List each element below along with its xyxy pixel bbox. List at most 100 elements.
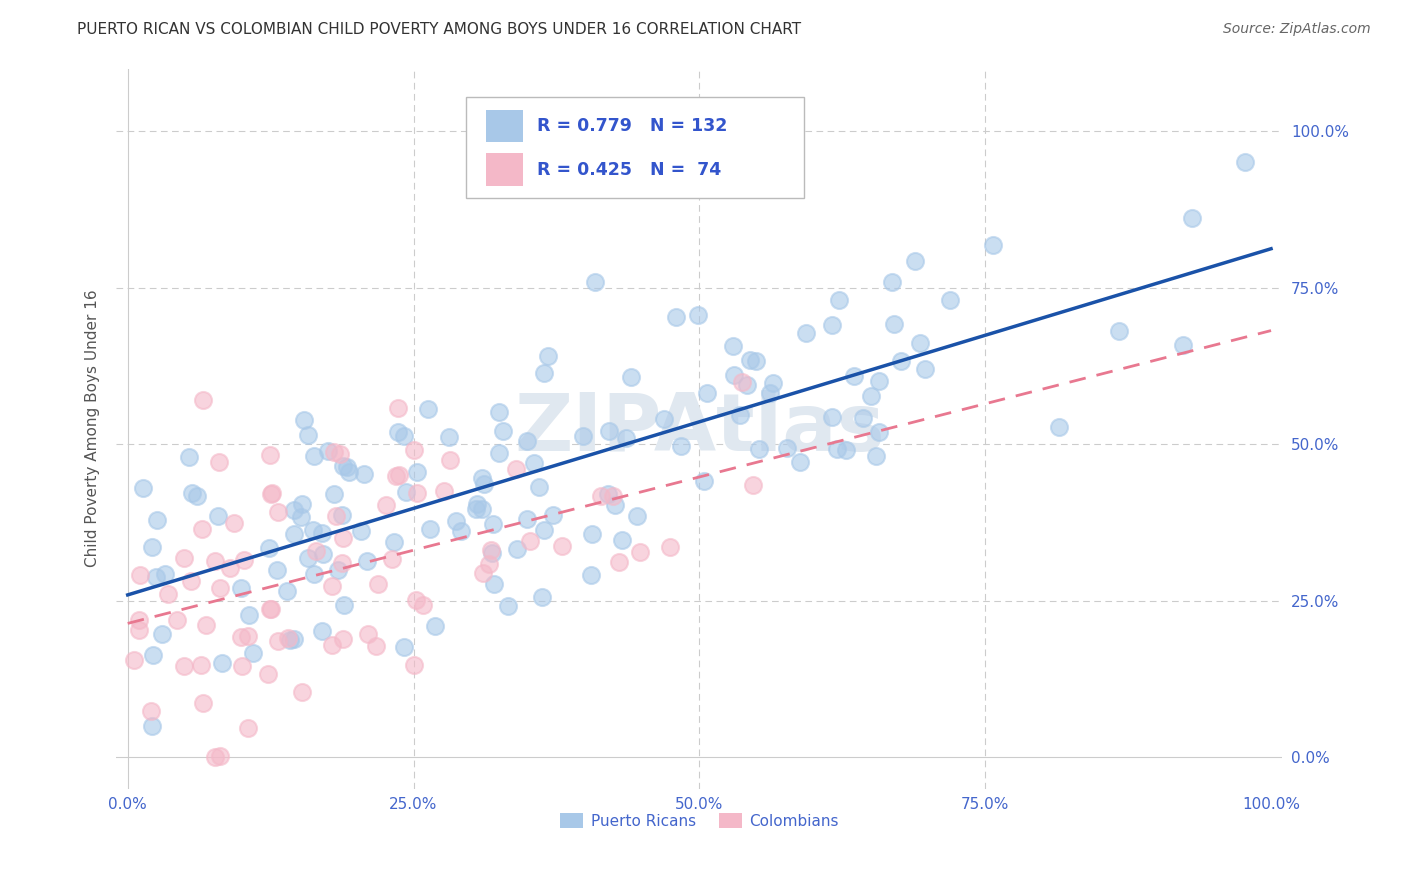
Text: ZIPAtlas: ZIPAtlas — [515, 390, 884, 467]
Point — [330, 556, 353, 570]
Point — [157, 587, 180, 601]
Point — [505, 462, 527, 476]
Point — [276, 583, 298, 598]
Point — [394, 429, 416, 443]
Point — [721, 339, 744, 353]
Point — [571, 429, 593, 443]
Point — [141, 540, 163, 554]
Point — [531, 590, 554, 604]
Point — [665, 310, 688, 325]
Point — [207, 508, 229, 523]
Point — [537, 349, 560, 363]
Point — [242, 646, 264, 660]
Point — [204, 554, 226, 568]
Point — [367, 576, 389, 591]
Point — [322, 445, 344, 459]
Point — [821, 409, 844, 424]
Point — [232, 553, 254, 567]
Point — [322, 487, 344, 501]
Point — [484, 576, 506, 591]
Point — [302, 567, 325, 582]
Point — [257, 666, 280, 681]
Point — [488, 404, 510, 418]
Point — [880, 275, 903, 289]
Point — [321, 579, 343, 593]
Point — [311, 624, 333, 638]
Point — [868, 425, 890, 439]
Point — [193, 393, 215, 408]
Point — [465, 497, 488, 511]
Point — [1047, 420, 1070, 434]
Point — [527, 480, 550, 494]
Point — [519, 534, 541, 549]
Point — [211, 656, 233, 670]
Point — [723, 368, 745, 382]
Point — [297, 551, 319, 566]
Point — [481, 516, 503, 531]
Point — [852, 410, 875, 425]
Text: PUERTO RICAN VS COLOMBIAN CHILD POVERTY AMONG BOYS UNDER 16 CORRELATION CHART: PUERTO RICAN VS COLOMBIAN CHILD POVERTY … — [77, 22, 801, 37]
Point — [290, 510, 312, 524]
Point — [419, 522, 441, 536]
Point — [516, 512, 538, 526]
Point — [297, 428, 319, 442]
Point — [669, 439, 692, 453]
Point — [583, 275, 606, 289]
Text: R = 0.425   N =  74: R = 0.425 N = 74 — [537, 161, 721, 178]
Point — [388, 468, 411, 483]
Point — [825, 442, 848, 457]
Point — [128, 623, 150, 637]
Point — [794, 326, 817, 340]
Point — [883, 317, 905, 331]
Point — [628, 545, 651, 559]
Point — [835, 443, 858, 458]
Point — [392, 640, 415, 655]
Point — [488, 446, 510, 460]
Point — [236, 721, 259, 735]
Point — [506, 542, 529, 557]
Point — [336, 459, 359, 474]
Point — [551, 539, 574, 553]
Point — [395, 485, 418, 500]
Point — [865, 449, 887, 463]
Point — [914, 362, 936, 376]
Point — [471, 471, 494, 485]
Point — [145, 513, 167, 527]
Point — [180, 574, 202, 589]
Point — [329, 446, 352, 460]
Point — [748, 442, 770, 456]
Point — [218, 561, 240, 575]
Point — [385, 469, 408, 483]
Point — [332, 531, 354, 545]
Point — [740, 353, 762, 368]
Point — [305, 544, 328, 558]
Y-axis label: Child Poverty Among Boys Under 16: Child Poverty Among Boys Under 16 — [86, 290, 100, 567]
Point — [301, 523, 323, 537]
Point — [828, 293, 851, 307]
Point — [278, 633, 301, 648]
Point — [311, 548, 333, 562]
Point — [321, 638, 343, 652]
Point — [291, 685, 314, 699]
Point — [208, 581, 231, 595]
Point — [498, 599, 520, 613]
Point — [439, 453, 461, 467]
Point — [259, 448, 281, 462]
Text: R = 0.779   N = 132: R = 0.779 N = 132 — [537, 117, 728, 135]
Point — [745, 354, 768, 368]
Point — [405, 486, 427, 500]
Point — [186, 489, 208, 503]
Point — [332, 632, 354, 647]
Point — [471, 502, 494, 516]
Point — [659, 540, 682, 554]
Point — [402, 658, 425, 673]
Point — [333, 598, 356, 612]
Point — [128, 613, 150, 627]
Point — [465, 501, 488, 516]
Point — [194, 618, 217, 632]
Point — [142, 648, 165, 662]
Point — [1171, 337, 1194, 351]
Point — [579, 567, 602, 582]
Point — [208, 455, 231, 469]
Point — [330, 508, 353, 523]
